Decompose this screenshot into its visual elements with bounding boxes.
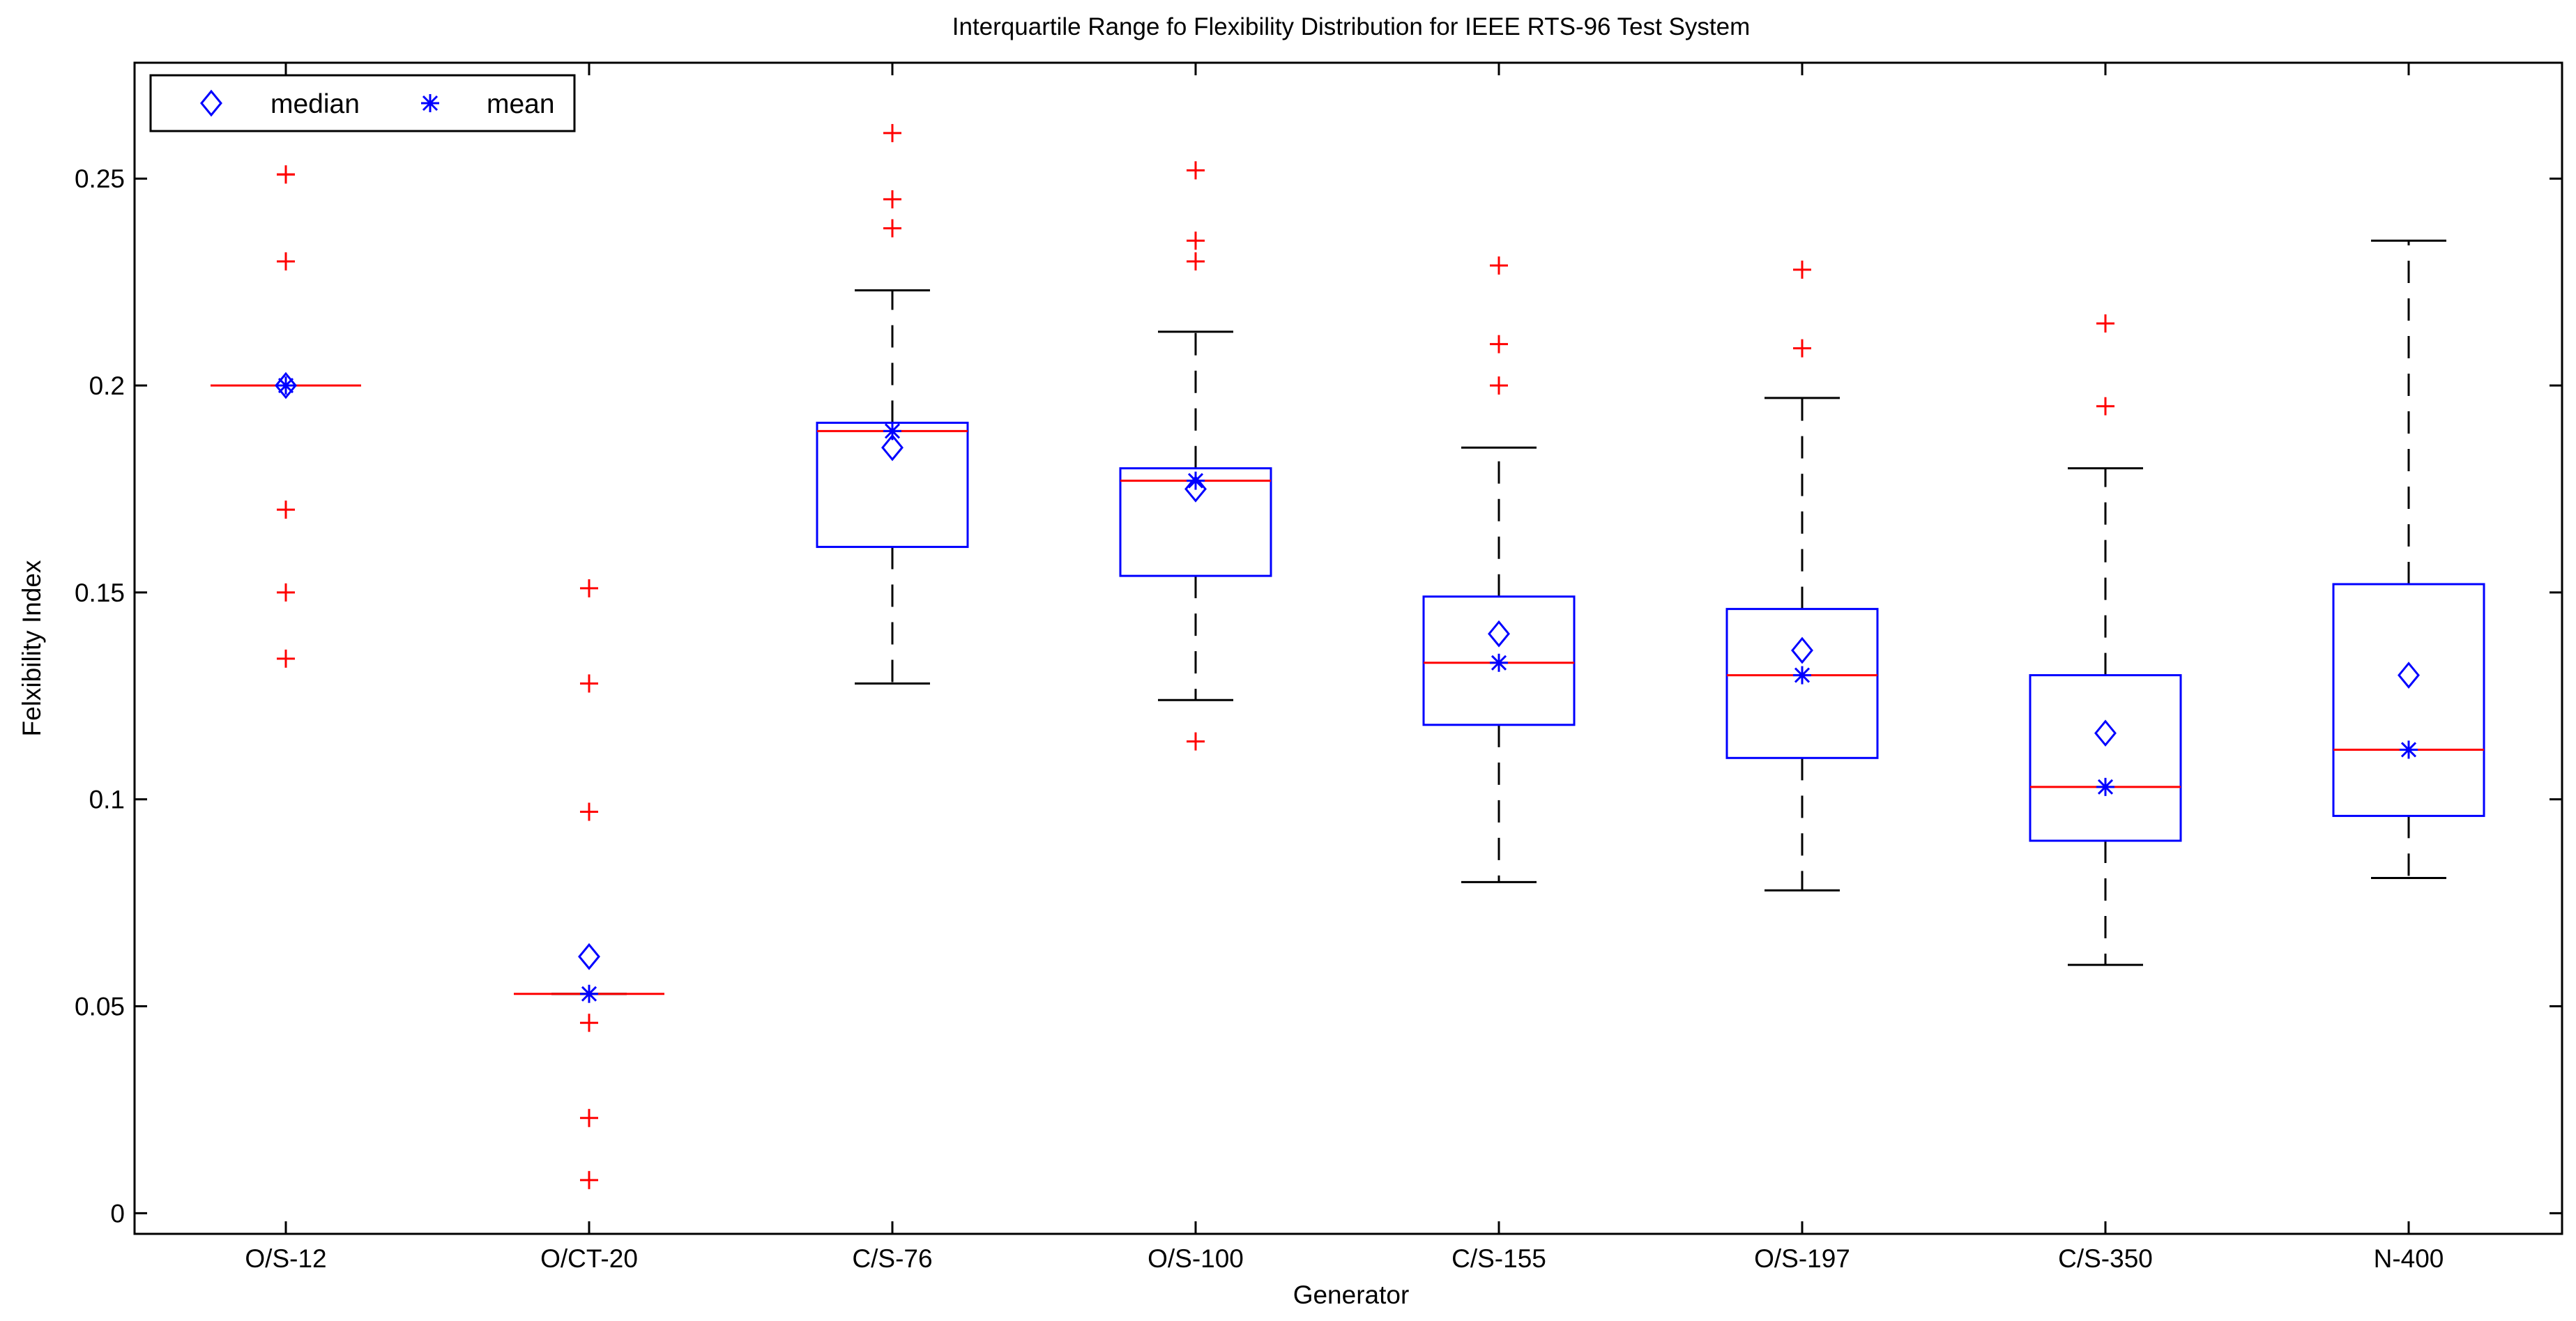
box-group xyxy=(1422,256,1576,883)
legend-median-label: median xyxy=(270,89,360,119)
x-tick-label: C/S-155 xyxy=(1451,1244,1546,1273)
outlier-point xyxy=(1187,252,1205,270)
outlier-point xyxy=(1490,376,1508,395)
iqr-box xyxy=(1422,595,1576,726)
outlier-point xyxy=(883,123,901,142)
median-marker xyxy=(578,942,600,970)
outlier-point xyxy=(580,802,598,821)
iqr-box xyxy=(1725,608,1879,759)
box-group xyxy=(211,165,361,668)
y-axis: 0 0.05 0.1 0.15 0.2 0.25 xyxy=(75,165,2562,1228)
x-tick-label: O/S-197 xyxy=(1754,1244,1850,1273)
y-tick-label: 0.1 xyxy=(89,786,125,814)
box-group xyxy=(1725,260,1879,892)
y-tick-label: 0.2 xyxy=(89,372,125,400)
median-marker xyxy=(1791,636,1813,664)
chart-title: Interquartile Range fo Flexibility Distr… xyxy=(952,13,1750,40)
legend-asterisk xyxy=(421,94,439,112)
mean-marker xyxy=(1793,666,1811,685)
legend-diamond xyxy=(200,89,222,117)
box-group xyxy=(816,123,969,685)
outlier-point xyxy=(277,583,295,602)
legend-mean-icon xyxy=(421,94,439,112)
outlier-point xyxy=(580,1108,598,1127)
mean-marker xyxy=(277,376,295,395)
box-group xyxy=(2029,314,2182,966)
median-marker xyxy=(1488,620,1510,648)
iqr-box xyxy=(2332,583,2485,817)
box-group xyxy=(2332,239,2485,879)
x-axis-label: Generator xyxy=(1293,1281,1410,1309)
outlier-point xyxy=(1793,339,1811,358)
outlier-point xyxy=(2096,314,2114,333)
outlier-point xyxy=(1187,161,1205,180)
x-tick-label: N-400 xyxy=(2374,1244,2444,1273)
mean-marker xyxy=(2096,777,2114,796)
outlier-point xyxy=(2096,397,2114,415)
legend-median-icon xyxy=(200,89,222,117)
median-marker xyxy=(1184,475,1207,503)
box-group xyxy=(514,579,664,1189)
outlier-point xyxy=(1187,231,1205,250)
x-tick-label: O/CT-20 xyxy=(540,1244,638,1273)
x-tick-label: C/S-76 xyxy=(852,1244,932,1273)
x-axis: O/S-12 O/CT-20 C/S-76 O/S-100 C/S-155 O/S-197… xyxy=(245,63,2444,1273)
mean-marker xyxy=(2400,740,2418,759)
iqr-box xyxy=(1119,467,1272,577)
outlier-point xyxy=(580,674,598,693)
outlier-point xyxy=(580,579,598,597)
x-tick-label: C/S-350 xyxy=(2058,1244,2153,1273)
outlier-point xyxy=(277,252,295,270)
mean-marker xyxy=(1490,653,1508,672)
outlier-point xyxy=(277,501,295,519)
median-marker xyxy=(2094,719,2117,747)
mean-marker xyxy=(1187,471,1205,490)
outlier-point xyxy=(1490,335,1508,353)
legend: median mean xyxy=(149,74,576,132)
median-marker xyxy=(881,434,904,461)
median-marker xyxy=(2398,662,2420,689)
outlier-point xyxy=(883,219,901,238)
legend-mean-label: mean xyxy=(487,89,555,119)
outlier-point xyxy=(580,1170,598,1189)
outlier-point xyxy=(580,1014,598,1032)
outlier-point xyxy=(883,190,901,208)
iqr-box xyxy=(2029,674,2182,842)
y-axis-label: Felxibility Index xyxy=(17,560,46,736)
outlier-point xyxy=(1490,256,1508,275)
outlier-point xyxy=(1793,260,1811,279)
y-tick-label: 0.15 xyxy=(75,579,125,607)
x-tick-label: O/S-100 xyxy=(1148,1244,1244,1273)
outlier-point xyxy=(277,649,295,668)
mean-marker xyxy=(580,984,598,1003)
outlier-point xyxy=(1187,732,1205,751)
median-marker xyxy=(275,372,297,399)
mean-marker xyxy=(883,422,901,441)
plot-area xyxy=(211,123,2485,1189)
x-tick-label: O/S-12 xyxy=(245,1244,326,1273)
y-tick-label: 0.05 xyxy=(75,992,125,1021)
y-tick-label: 0 xyxy=(110,1199,125,1228)
box-group xyxy=(1119,161,1272,751)
outlier-point xyxy=(277,165,295,184)
y-tick-label: 0.25 xyxy=(75,165,125,193)
axes-frame xyxy=(133,61,2563,1235)
